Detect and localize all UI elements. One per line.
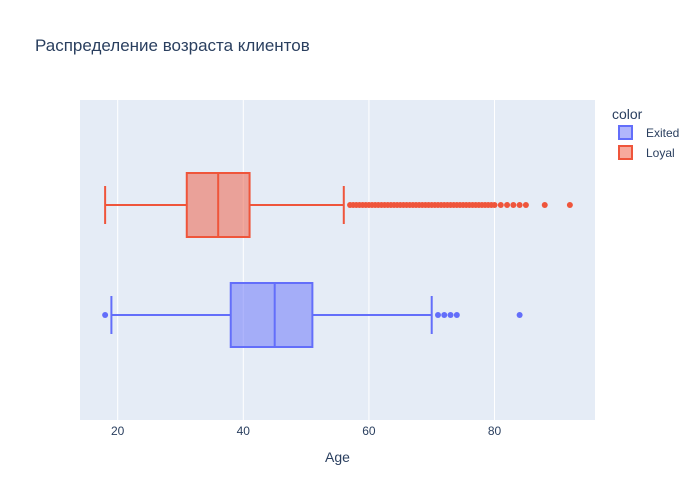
loyal-legend-swatch xyxy=(618,145,633,160)
box-traces xyxy=(102,172,573,348)
exited-outlier-point xyxy=(441,312,448,318)
exited-outlier-point xyxy=(102,312,109,318)
loyal-outlier-point xyxy=(516,202,523,208)
x-tick-label: 20 xyxy=(111,424,125,438)
x-gridlines xyxy=(117,100,496,420)
exited-outlier-point xyxy=(516,312,523,318)
exited-outlier-point xyxy=(447,312,454,318)
plot-area xyxy=(80,100,595,420)
exited-outlier-point xyxy=(434,312,441,318)
exited-box-trace xyxy=(102,282,523,348)
loyal-outlier-point xyxy=(522,202,529,208)
exited-iqr-box xyxy=(229,282,314,348)
loyal-outlier-point xyxy=(510,202,517,208)
loyal-outlier-point xyxy=(541,202,548,208)
loyal-outlier-point xyxy=(497,202,504,208)
exited-outlier-point xyxy=(453,312,460,318)
chart-title: Распределение возраста клиентов xyxy=(35,36,310,55)
loyal-legend-label: Loyal xyxy=(646,146,675,160)
x-tick-label: 80 xyxy=(488,424,502,438)
exited-legend-swatch xyxy=(618,125,633,140)
x-axis-title: Age xyxy=(325,449,350,465)
loyal-box-trace xyxy=(104,172,573,238)
legend-title: color xyxy=(612,106,643,122)
x-tick-label: 60 xyxy=(362,424,376,438)
loyal-outlier-point xyxy=(504,202,511,208)
loyal-outlier-point xyxy=(566,202,573,208)
loyal-outlier-point xyxy=(491,202,498,208)
exited-legend-label: Exited xyxy=(646,126,679,140)
x-tick-label: 40 xyxy=(237,424,251,438)
legend: color Exited Loyal xyxy=(612,106,679,160)
x-tick-labels: 20 40 60 80 xyxy=(111,424,502,438)
